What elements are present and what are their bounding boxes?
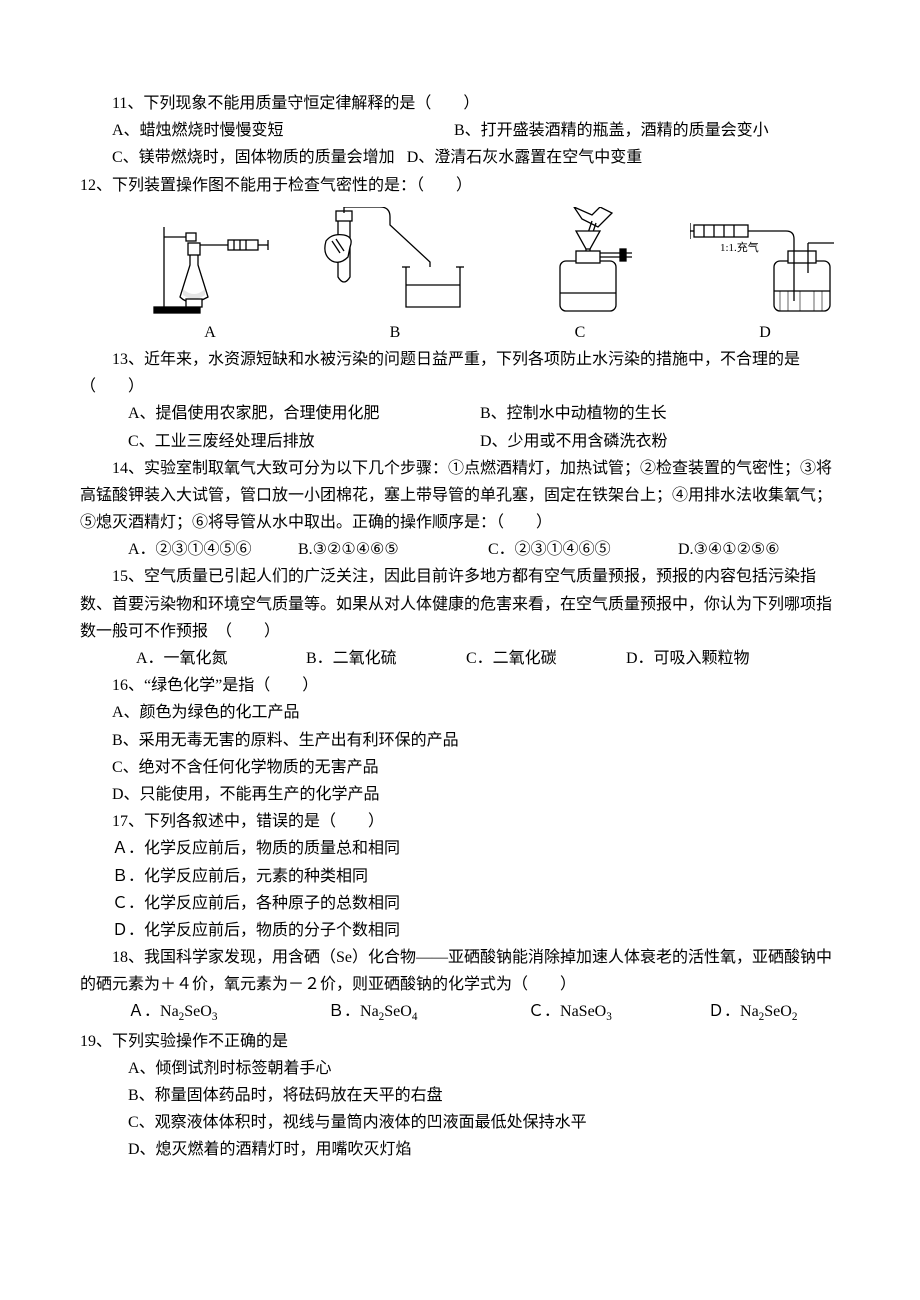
q18-opt-c: Ｃ．NaSeO3: [528, 998, 708, 1027]
q11-opt-b: B、打开盛装酒精的瓶盖，酒精的质量会变小: [454, 122, 769, 139]
q16-opt-b: B、采用无毒无害的原料、生产出有利环保的产品: [80, 727, 840, 754]
q11-opt-a: A、蜡烛燃烧时慢慢变短: [80, 117, 450, 144]
q11-opt-d: D、澄清石灰水露置在空气中变重: [407, 149, 643, 166]
q12-label-b: B: [320, 319, 470, 346]
q17-opt-d: Ｄ．化学反应前后，物质的分子个数相同: [80, 917, 840, 944]
q18-d-f1: Na: [740, 1003, 759, 1020]
q13-opt-b: B、控制水中动植物的生长: [480, 400, 667, 427]
q12-diagram-row: 1:1.充气: [150, 207, 840, 317]
q12-label-a: A: [150, 319, 270, 346]
q12-diagram-d: 1:1.充气: [690, 207, 840, 317]
q18-opt-a: Ａ．Na2SeO3: [128, 998, 328, 1027]
q11-stem: 11、下列现象不能用质量守恒定律解释的是（ ）: [80, 90, 840, 117]
q16-opt-a: A、颜色为绿色的化工产品: [80, 699, 840, 726]
q19-opt-a: A、倾倒试剂时标签朝着手心: [80, 1055, 840, 1082]
q14-opt-c: C．②③①④⑥⑤: [488, 536, 678, 563]
q18-opt-d: Ｄ．Na2SeO2: [708, 998, 797, 1027]
q18-a-f1: Na: [160, 1003, 179, 1020]
q18-a-mid: SeO: [184, 1003, 212, 1020]
q18-b-pre: Ｂ．: [328, 1003, 360, 1020]
q15-stem: 15、空气质量已引起人们的广泛关注，因此目前许多地方都有空气质量预报，预报的内容…: [80, 563, 840, 645]
q12-diagram-a: [150, 207, 270, 317]
q18-b-f1: Na: [360, 1003, 379, 1020]
q16-opt-c: C、绝对不含任何化学物质的无害产品: [80, 754, 840, 781]
q11-opt-c: C、镁带燃烧时，固体物质的质量会增加: [112, 149, 395, 166]
q18-stem: 18、我国科学家发现，用含硒（Se）化合物——亚硒酸钠能消除掉加速人体衰老的活性…: [80, 944, 840, 998]
q13-opt-d: D、少用或不用含磷洗衣粉: [480, 428, 668, 455]
q15-opt-d: D．可吸入颗粒物: [626, 645, 750, 672]
q16-opt-d: D、只能使用，不能再生产的化学产品: [80, 781, 840, 808]
q18-c-pre: Ｃ．: [528, 1003, 560, 1020]
q12-label-d: D: [690, 319, 840, 346]
q15-opt-b: B．二氧化硫: [306, 645, 466, 672]
q13-opt-a: A、提倡使用农家肥，合理使用化肥: [80, 400, 480, 427]
q14-opt-a: A．②③①④⑤⑥: [128, 536, 298, 563]
q18-a-pre: Ａ．: [128, 1003, 160, 1020]
q18-c-s1: 3: [606, 1012, 612, 1024]
q18-c-f1: NaSeO: [560, 1003, 606, 1020]
q12-fig-d-label: 1:1.充气: [720, 240, 759, 254]
q18-d-s2: 2: [792, 1012, 798, 1024]
q17-opt-a: Ａ．化学反应前后，物质的质量总和相同: [80, 835, 840, 862]
q15-opt-c: C．二氧化碳: [466, 645, 626, 672]
q17-opt-b: Ｂ．化学反应前后，元素的种类相同: [80, 863, 840, 890]
q16-stem: 16、“绿色化学”是指（ ）: [80, 672, 840, 699]
q12-label-c: C: [520, 319, 640, 346]
q18-d-pre: Ｄ．: [708, 1003, 740, 1020]
q19-opt-d: D、熄灭燃着的酒精灯时，用嘴吹灭灯焰: [80, 1136, 840, 1163]
q14-opt-d: D.③④①②⑤⑥: [678, 536, 780, 563]
q19-opt-c: C、观察液体体积时，视线与量筒内液体的凹液面最低处保持水平: [80, 1109, 840, 1136]
q18-opt-b: Ｂ．Na2SeO4: [328, 998, 528, 1027]
q17-stem: 17、下列各叙述中，错误的是（ ）: [80, 808, 840, 835]
q12-diagram-b: [320, 207, 470, 317]
q13-opt-c: C、工业三废经处理后排放: [80, 428, 480, 455]
q18-b-mid: SeO: [384, 1003, 412, 1020]
q14-stem: 14、实验室制取氧气大致可分为以下几个步骤：①点燃酒精灯，加热试管；②检查装置的…: [80, 455, 840, 537]
q17-opt-c: Ｃ．化学反应前后，各种原子的总数相同: [80, 890, 840, 917]
q18-b-s2: 4: [412, 1012, 418, 1024]
q19-opt-b: B、称量固体药品时，将砝码放在天平的右盘: [80, 1082, 840, 1109]
q12-diagram-c: [520, 207, 640, 317]
q15-opt-a: A．一氧化氮: [136, 645, 306, 672]
q12-label-row: A B C D: [150, 319, 840, 346]
q12-stem: 12、下列装置操作图不能用于检查气密性的是：（ ）: [80, 172, 840, 199]
q18-d-mid: SeO: [764, 1003, 792, 1020]
q13-stem: 13、近年来，水资源短缺和水被污染的问题日益严重，下列各项防止水污染的措施中，不…: [80, 346, 840, 400]
q19-stem: 19、下列实验操作不正确的是: [80, 1028, 840, 1055]
q14-opt-b: B.③②①④⑥⑤: [298, 536, 488, 563]
q18-a-s2: 3: [212, 1012, 218, 1024]
